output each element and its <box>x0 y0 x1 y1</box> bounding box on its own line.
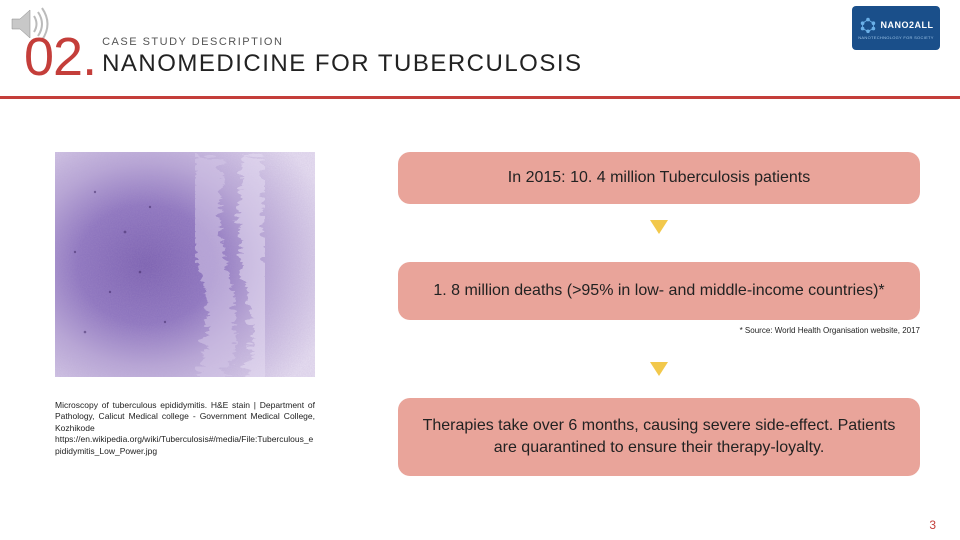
logo-tagline: NANOTECHNOLOGY FOR SOCIETY <box>858 35 934 40</box>
arrow-down-icon <box>648 358 670 380</box>
arrow-down-icon <box>648 216 670 238</box>
fact-text-1: In 2015: 10. 4 million Tuberculosis pati… <box>508 167 810 189</box>
fact-box-2: 1. 8 million deaths (>95% in low- and mi… <box>398 262 920 320</box>
slide-title: NANOMEDICINE FOR TUBERCULOSIS <box>102 50 582 78</box>
divider <box>0 96 960 99</box>
brand-logo: NANO2ALL NANOTECHNOLOGY FOR SOCIETY <box>852 6 940 50</box>
fact-text-3: Therapies take over 6 months, causing se… <box>418 415 900 458</box>
source-note: * Source: World Health Organisation webs… <box>398 326 920 335</box>
page-number: 3 <box>929 518 936 532</box>
image-caption: Microscopy of tuberculous epididymitis. … <box>55 400 315 457</box>
slide-header: 02. CASE STUDY DESCRIPTION NANOMEDICINE … <box>24 30 583 84</box>
fact-text-2: 1. 8 million deaths (>95% in low- and mi… <box>433 280 884 302</box>
microscopy-image <box>55 152 315 377</box>
slide-number: 02. <box>24 30 96 84</box>
slide-eyebrow: CASE STUDY DESCRIPTION <box>102 36 582 48</box>
fact-box-3: Therapies take over 6 months, causing se… <box>398 398 920 476</box>
logo-brand: NANO2ALL <box>881 20 934 30</box>
fact-box-1: In 2015: 10. 4 million Tuberculosis pati… <box>398 152 920 204</box>
hex-icon <box>859 16 877 34</box>
